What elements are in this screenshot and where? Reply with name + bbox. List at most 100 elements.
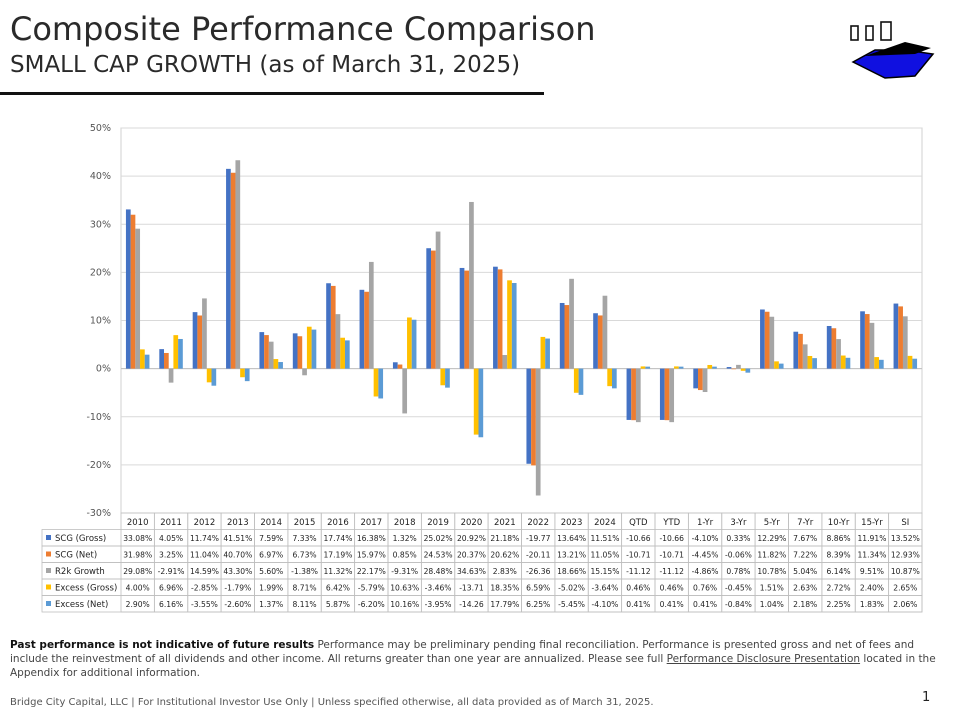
bar-scg-gross--2018 [392, 362, 398, 369]
bar-scg-gross--2022 [526, 368, 532, 464]
x-tick-label: 2019 [427, 518, 449, 528]
data-label: 4.00% [126, 584, 150, 593]
data-label: 11.32% [323, 567, 352, 576]
data-label: 10.78% [757, 567, 786, 576]
bar-excess-net--2016 [344, 340, 350, 369]
bar-excess-gross--si [907, 355, 913, 369]
bar-scg-net--10-yr [831, 328, 837, 369]
bar-r2k-growth-2018 [402, 368, 408, 414]
data-label: 10.16% [390, 600, 419, 609]
data-label: 15.97% [357, 551, 386, 560]
bar-excess-gross--3-yr [740, 368, 746, 371]
bar-r2k-growth-2010 [135, 228, 141, 369]
bar-scg-gross--2019 [426, 248, 432, 369]
bar-excess-net--2018 [411, 319, 417, 369]
data-label: -11.12 [659, 567, 684, 576]
bar-r2k-growth-3-yr [736, 364, 741, 369]
data-label: 8.11% [293, 600, 317, 609]
data-label: 20.92% [457, 534, 486, 543]
bar-r2k-growth-2021 [502, 355, 508, 369]
data-label: 29.08% [123, 567, 152, 576]
data-label: 0.33% [726, 534, 750, 543]
data-label: 13.21% [557, 551, 586, 560]
company-logo [850, 21, 935, 79]
bar-r2k-growth-2024 [602, 295, 608, 369]
y-tick-label: -20% [86, 460, 111, 471]
data-label: 2.90% [126, 600, 150, 609]
data-label: 1.83% [860, 600, 884, 609]
data-label: 17.79% [490, 600, 519, 609]
bar-r2k-growth-qtd [635, 368, 641, 423]
bar-scg-gross--5-yr [760, 309, 765, 369]
bar-scg-gross--2023 [559, 302, 565, 369]
bar-excess-gross--2018 [407, 317, 412, 369]
data-label: -3.55% [191, 600, 218, 609]
data-label: -11.12 [626, 567, 651, 576]
bar-excess-net--5-yr [778, 363, 784, 369]
bar-excess-gross--10-yr [840, 355, 846, 369]
data-label: 33.08% [123, 534, 152, 543]
data-label: -2.60% [224, 600, 251, 609]
data-label: 41.51% [223, 534, 252, 543]
bar-scg-net--2023 [564, 305, 570, 369]
data-label: 6.59% [526, 584, 550, 593]
data-label: 2.72% [827, 584, 851, 593]
bar-r2k-growth-2023 [569, 278, 574, 369]
bar-scg-gross--2015 [292, 333, 298, 369]
bar-r2k-growth-5-yr [769, 316, 775, 369]
bar-r2k-growth-2013 [235, 160, 241, 369]
bar-excess-gross--2019 [440, 368, 446, 386]
data-label: 6.25% [526, 600, 550, 609]
y-tick-label: -30% [86, 508, 111, 519]
legend-swatch [46, 584, 51, 590]
bar-excess-gross--2015 [306, 326, 312, 369]
data-label: 22.17% [357, 567, 386, 576]
data-label: 1.51% [760, 584, 784, 593]
data-label: -0.45% [725, 584, 752, 593]
y-tick-label: 40% [90, 171, 111, 182]
data-label: 0.41% [626, 600, 650, 609]
data-label: 11.04% [190, 551, 219, 560]
bar-scg-net--2018 [397, 364, 403, 369]
bar-excess-net--2015 [311, 329, 317, 369]
bar-excess-gross--2021 [507, 280, 512, 369]
data-label: -3.64% [592, 584, 619, 593]
bar-scg-net--si [898, 306, 903, 369]
data-label: -0.84% [725, 600, 752, 609]
x-tick-label: 2011 [160, 518, 182, 528]
table-row [41, 595, 923, 613]
data-label: 0.76% [693, 584, 717, 593]
disclosure-link[interactable]: Performance Disclosure Presentation [666, 653, 861, 665]
data-label: 4.05% [159, 534, 183, 543]
data-label: 0.41% [660, 600, 684, 609]
bar-scg-gross--2017 [359, 289, 365, 369]
data-label: -26.36 [526, 567, 551, 576]
data-label: 43.30% [223, 567, 252, 576]
data-label: 11.34% [857, 551, 886, 560]
bar-excess-net--2022 [545, 338, 550, 369]
bar-scg-gross--2021 [493, 266, 498, 369]
bar-scg-gross--1-yr [693, 368, 699, 389]
y-tick-label: 10% [90, 316, 111, 327]
x-tick-label: 2022 [527, 518, 549, 528]
data-label: 17.19% [323, 551, 352, 560]
data-label: 21.18% [490, 534, 519, 543]
bar-scg-net--1-yr [698, 368, 703, 391]
data-label: 0.85% [393, 551, 417, 560]
data-label: -6.20% [358, 600, 385, 609]
data-label: 6.97% [259, 551, 283, 560]
data-label: 16.38% [357, 534, 386, 543]
page-title: Composite Performance Comparison [10, 10, 596, 48]
data-label: 34.63% [457, 567, 486, 576]
x-tick-label: 2013 [227, 518, 249, 528]
bar-excess-net--2012 [211, 368, 217, 386]
data-label: -10.71 [659, 551, 684, 560]
bar-excess-gross--5-yr [774, 361, 779, 369]
data-label: -10.71 [626, 551, 651, 560]
data-label: 10.87% [891, 567, 920, 576]
x-tick-label: 5-Yr [764, 518, 781, 528]
data-label: -1.38% [291, 567, 318, 576]
bar-excess-gross--2016 [340, 337, 345, 369]
data-label: -4.10% [592, 600, 619, 609]
disclaimer-text-2: located in the Appendix for additional i… [10, 653, 936, 679]
